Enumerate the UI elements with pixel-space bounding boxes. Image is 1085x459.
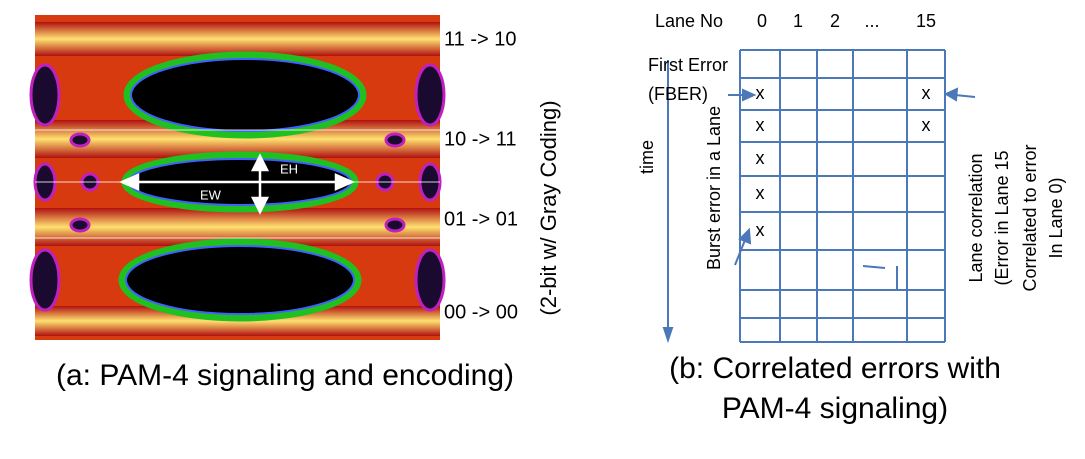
level-label: 11 -> 10 [444,28,516,50]
correlation-label: Correlated to error [1020,144,1040,291]
error-mark: x [756,148,765,168]
first-error: (FBER) [648,84,708,104]
arrows [662,60,976,344]
error-mark: x [922,83,931,103]
lane-no: Lane No [655,11,723,31]
caption: PAM-4 signaling) [722,392,948,425]
eye-diagram [29,15,446,340]
level-label: 00 -> 00 [444,301,518,323]
column-label: 1 [793,11,803,31]
level-label: 10 -> 11 [444,128,516,150]
correlation-label: In Lane 0) [1046,177,1066,258]
error-mark: x [756,183,765,203]
correlation-label: (Error in Lane 15 [992,150,1012,285]
first-error: First Error [648,55,728,75]
column-label: 0 [757,11,767,31]
column-label: 2 [830,11,840,31]
error-mark: x [756,220,765,240]
coding-label: (2-bit w/ Gray Coding) [536,100,561,315]
column-label: 15 [916,11,936,31]
column-label: ... [864,11,879,31]
eh-label: EH [280,161,298,176]
lane-grid [739,49,946,343]
error-mark: x [922,115,931,135]
level-label: 01 -> 01 [444,208,518,230]
caption: (a: PAM-4 signaling and encoding) [56,359,514,392]
caption: (b: Correlated errors with [669,352,1001,385]
error-mark: x [756,115,765,135]
time-label: time [637,140,657,174]
burst-label: Burst error in a Lane [704,106,724,270]
error-mark: x [756,83,765,103]
correlation-label: Lane correlation [966,153,986,282]
ew-label: EW [200,187,222,202]
